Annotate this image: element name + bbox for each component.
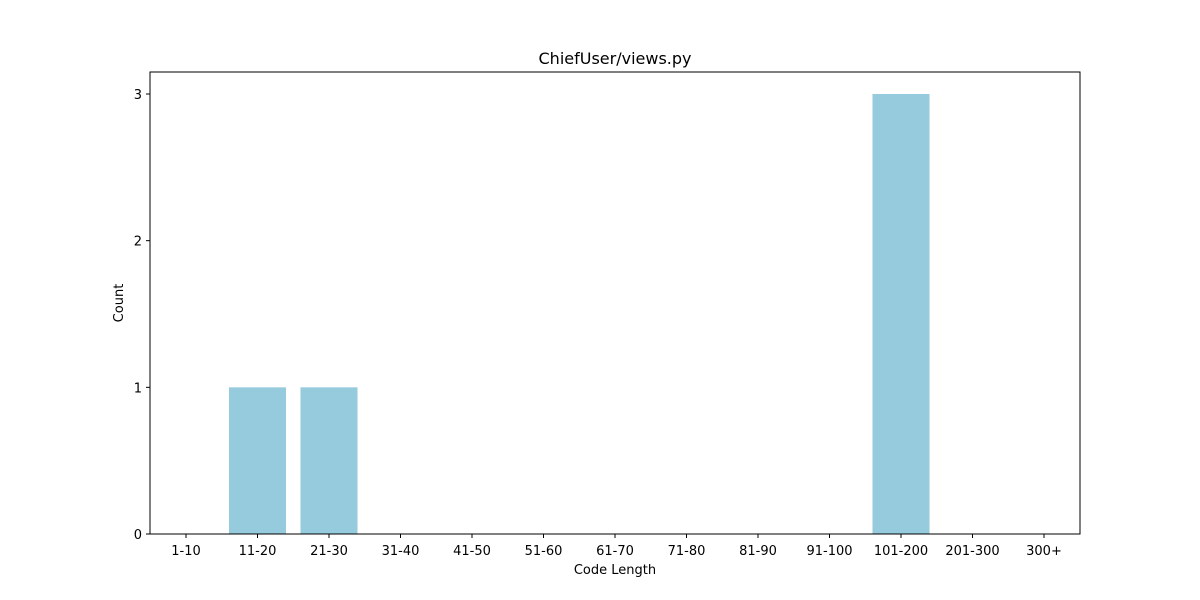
- x-axis-label: Code Length: [574, 563, 656, 578]
- y-axis: 0 1 2 3: [134, 88, 150, 543]
- y-tick-label: 1: [134, 381, 142, 396]
- bar-101-200: [872, 94, 930, 534]
- x-tick-label: 21-30: [310, 544, 348, 559]
- y-axis-label: Count: [112, 284, 127, 323]
- bar-21-30: [300, 387, 358, 534]
- x-tick-label: 41-50: [453, 544, 491, 559]
- bars-layer: [229, 94, 930, 534]
- x-tick-label: 61-70: [596, 544, 634, 559]
- x-tick-label: 51-60: [525, 544, 563, 559]
- x-tick-label: 31-40: [382, 544, 420, 559]
- x-tick-label: 91-100: [806, 544, 852, 559]
- y-tick-label: 0: [134, 528, 142, 543]
- chart-title: ChiefUser/views.py: [539, 49, 692, 68]
- x-tick-label: 101-200: [874, 544, 928, 559]
- x-tick-label: 1-10: [171, 544, 201, 559]
- x-tick-label: 71-80: [668, 544, 706, 559]
- x-tick-label: 11-20: [239, 544, 277, 559]
- plot-frame: [149, 71, 1081, 535]
- x-tick-label: 201-300: [945, 544, 999, 559]
- x-tick-label: 81-90: [739, 544, 777, 559]
- bar-11-20: [229, 387, 286, 534]
- y-tick-label: 2: [134, 235, 142, 250]
- x-axis: 1-10 11-20 21-30 31-40 41-50 51-60 61-70 71-80 8…: [171, 534, 1062, 559]
- x-tick-label: 300+: [1026, 544, 1062, 559]
- y-tick-label: 3: [134, 88, 142, 103]
